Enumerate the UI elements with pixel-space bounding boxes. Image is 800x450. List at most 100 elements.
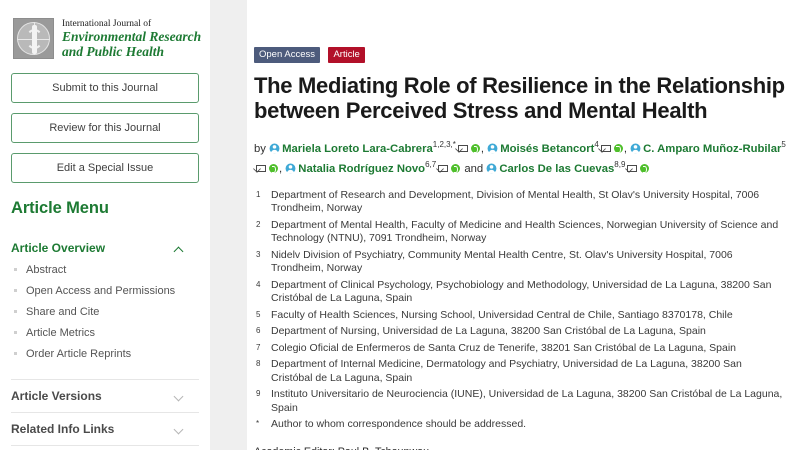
affiliation-text: Department of Research and Development, … <box>271 188 760 215</box>
and-label: and <box>464 162 484 175</box>
affiliation-index: * <box>256 419 260 429</box>
affiliation-index: 6 <box>256 326 261 336</box>
affiliation-index: 7 <box>256 342 261 352</box>
globe-caduceus-logo-icon <box>13 18 54 59</box>
affiliation-index: 8 <box>256 359 261 369</box>
author-name[interactable]: Mariela Loreto Lara-Cabrera <box>282 142 433 155</box>
affiliation-list: 1 Department of Research and Development,… <box>254 189 786 432</box>
sidebar: International Journal of Environmental R… <box>0 0 210 450</box>
affiliation-index: 1 <box>256 189 261 199</box>
orcid-icon[interactable] <box>451 163 461 173</box>
affiliation-text: Department of Nursing, Universidad de La… <box>271 325 706 338</box>
journal-title-line2: Environmental Research <box>62 29 202 44</box>
affiliation-text: Department of Clinical Psychology, Psych… <box>271 278 772 305</box>
affiliation-text: Author to whom correspondence should be … <box>271 418 527 431</box>
menu-section-article-versions: Article Versions <box>11 379 199 412</box>
list-item: * Author to whom correspondence should be… <box>254 418 786 432</box>
status-badge-open-access[interactable]: Open Access <box>254 46 320 63</box>
author-affiliation-sup: 4 <box>594 140 599 149</box>
menu-label-article-versions: Article Versions <box>11 389 102 403</box>
menu-toggle-article-versions[interactable]: Article Versions <box>11 380 199 412</box>
affiliation-index: 2 <box>256 219 261 229</box>
author-avatar-icon[interactable] <box>630 143 641 154</box>
author-affiliation-sup: 5 <box>781 140 786 149</box>
chevron-down-icon <box>175 425 184 434</box>
sidebar-item-order-article-reprints[interactable]: Order Article Reprints <box>11 348 199 369</box>
email-icon[interactable] <box>600 144 611 152</box>
orcid-icon[interactable] <box>613 143 623 153</box>
list-item: 4 Department of Clinical Psychology, Psyc… <box>254 279 786 306</box>
author-name[interactable]: C. Amparo Muñoz-Rubilar <box>643 142 782 155</box>
author-avatar-icon[interactable] <box>285 163 296 174</box>
email-icon[interactable] <box>627 164 638 172</box>
sidebar-item-open-access-and-permissions[interactable]: Open Access and Permissions <box>11 285 199 306</box>
list-item: 5 Faculty of Health Sciences, Nursing Sch… <box>254 309 786 323</box>
article-badges: Open Access Article <box>254 46 786 64</box>
list-item: 3 Nidelv Division of Psychiatry, Communit… <box>254 249 786 276</box>
menu-section-article-overview: Article Overview Abstract Open Access an… <box>11 232 199 379</box>
by-label: by <box>254 142 266 155</box>
menu-toggle-related-info-links[interactable]: Related Info Links <box>11 413 199 445</box>
journal-title: International Journal of Environmental R… <box>62 18 201 59</box>
sidebar-item-abstract[interactable]: Abstract <box>11 264 199 285</box>
affiliation-text: Department of Internal Medicine, Dermato… <box>271 358 742 384</box>
author-affiliation-sup: 6,7 <box>425 159 437 169</box>
email-icon[interactable] <box>438 164 449 172</box>
author-affiliation-sup: 1,2,3,* <box>432 140 456 149</box>
email-icon[interactable] <box>457 144 468 152</box>
author-affiliation-sup: 8,9 <box>614 159 626 169</box>
author-name[interactable]: Natalia Rodríguez Novo <box>298 162 426 175</box>
page-title: The Mediating Role of Resilience in the … <box>254 73 785 123</box>
affiliation-text: Nidelv Division of Psychiatry, Community… <box>271 248 733 275</box>
layout-gutter <box>210 0 247 450</box>
edit-special-issue-button[interactable]: Edit a Special Issue <box>11 153 199 183</box>
affiliation-text: Colegio Oficial de Enfermeros de Santa C… <box>271 341 737 354</box>
sidebar-item-share-and-cite[interactable]: Share and Cite <box>11 306 199 327</box>
sidebar-item-article-metrics[interactable]: Article Metrics <box>11 327 199 348</box>
affiliation-index: 4 <box>256 279 261 289</box>
journal-title-line3: and Public Health <box>62 43 165 59</box>
chevron-down-icon <box>175 392 184 401</box>
list-item: 7 Colegio Oficial de Enfermeros de Santa … <box>254 342 786 356</box>
orcid-icon[interactable] <box>470 143 480 153</box>
author-separator: , <box>623 142 627 155</box>
affiliation-text: Department of Mental Health, Faculty of … <box>271 218 779 245</box>
menu-label-article-overview: Article Overview <box>11 241 106 255</box>
author-avatar-icon[interactable] <box>269 143 280 154</box>
author-avatar-icon[interactable] <box>487 143 498 154</box>
affiliation-index: 5 <box>256 309 261 319</box>
author-list: by Mariela Loreto Lara-Cabrera1,2,3,*, M… <box>254 137 786 177</box>
status-badge-article-type[interactable]: Article <box>328 46 365 63</box>
affiliation-text: Faculty of Health Sciences, Nursing Scho… <box>271 308 733 321</box>
email-icon[interactable] <box>256 164 266 172</box>
orcid-icon[interactable] <box>640 163 650 173</box>
affiliation-index: 3 <box>256 249 261 259</box>
journal-title-line1: International Journal of <box>62 19 152 29</box>
journal-logo[interactable]: International Journal of Environmental R… <box>13 18 201 59</box>
affiliation-index: 9 <box>256 389 261 399</box>
academic-editor: Academic Editor: Paul B. Tchounwou <box>254 445 786 450</box>
list-item: 9 Instituto Universitario de Neurociencia… <box>254 388 786 415</box>
menu-label-related-info-links: Related Info Links <box>11 422 115 436</box>
author-avatar-icon[interactable] <box>486 163 497 174</box>
list-item: 6 Department of Nursing, Universidad de L… <box>254 325 786 339</box>
menu-section-more-by-authors-links: More by Authors Links <box>11 445 199 450</box>
submit-to-journal-button[interactable]: Submit to this Journal <box>11 73 199 103</box>
article-main: Open Access Article The Mediating Role o… <box>247 0 800 450</box>
affiliation-text: Instituto Universitario de Neurociencia … <box>271 388 783 414</box>
author-separator: , <box>480 142 485 155</box>
review-for-journal-button[interactable]: Review for this Journal <box>11 113 199 143</box>
submenu-article-overview: Abstract Open Access and Permissions Sha… <box>11 264 199 379</box>
author-name[interactable]: Moisés Betancort <box>500 142 595 155</box>
menu-section-related-info-links: Related Info Links <box>11 412 199 445</box>
list-item: 8 Department of Internal Medicine, Dermat… <box>254 358 786 385</box>
chevron-up-icon <box>175 244 184 253</box>
author-name[interactable]: Carlos De las Cuevas <box>499 162 615 175</box>
menu-toggle-more-by-authors-links[interactable]: More by Authors Links <box>11 446 199 450</box>
list-item: 2 Department of Mental Health, Faculty of… <box>254 219 786 246</box>
menu-toggle-article-overview[interactable]: Article Overview <box>11 232 199 264</box>
orcid-icon[interactable] <box>269 163 278 173</box>
list-item: 1 Department of Research and Development,… <box>254 189 786 216</box>
author-separator: , <box>279 162 283 175</box>
